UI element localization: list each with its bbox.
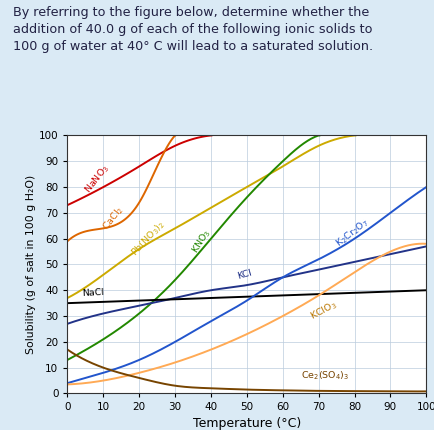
X-axis label: Temperature (°C): Temperature (°C) <box>192 417 300 430</box>
Text: By referring to the figure below, determine whether the
addition of 40.0 g of ea: By referring to the figure below, determ… <box>13 6 372 53</box>
Text: KCl: KCl <box>236 268 252 281</box>
Y-axis label: Solubility (g of salt in 100 g H₂O): Solubility (g of salt in 100 g H₂O) <box>26 175 36 354</box>
Text: NaCl: NaCl <box>82 288 104 298</box>
Text: K$_2$Cr$_2$O$_7$: K$_2$Cr$_2$O$_7$ <box>332 217 371 250</box>
Text: NaNO$_3$: NaNO$_3$ <box>82 163 112 196</box>
Text: Ce$_2$(SO$_4$)$_3$: Ce$_2$(SO$_4$)$_3$ <box>300 369 348 382</box>
Text: Pb(NO$_3$)$_2$: Pb(NO$_3$)$_2$ <box>128 218 167 259</box>
Text: CaCl$_2$: CaCl$_2$ <box>99 203 126 233</box>
Text: KNO$_3$: KNO$_3$ <box>189 227 214 256</box>
Text: KClO$_3$: KClO$_3$ <box>307 299 338 323</box>
